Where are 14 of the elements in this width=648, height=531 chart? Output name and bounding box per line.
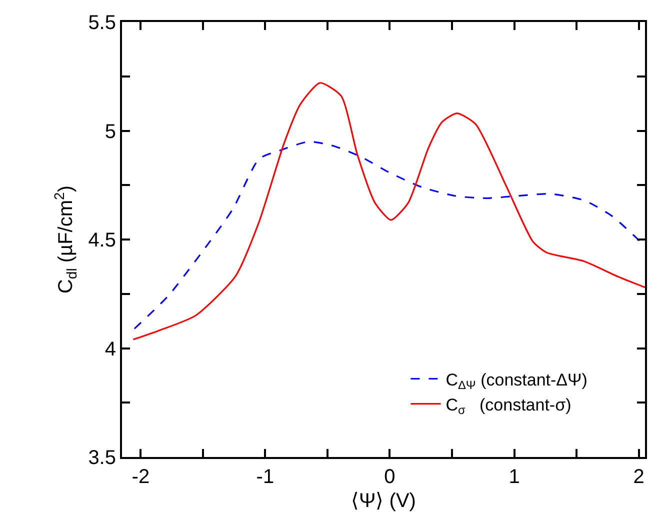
legend-label: C$_{ΔΨ}$ (constant-ΔΨ) (446, 370, 588, 392)
y-tick-label: 5.5 (88, 12, 116, 34)
x-tick-label: -2 (132, 466, 150, 488)
legend-label: C$_{σ}$ (constant-σ) (446, 395, 572, 418)
y-tick-label: 4.5 (88, 230, 116, 252)
y-tick-label: 5 (104, 120, 116, 143)
x-tick-label: 2 (633, 466, 644, 488)
x-tick-label: 1 (508, 466, 520, 488)
y-tick-label: 4 (104, 338, 116, 360)
x-axis-title: ⟨Ψ⟩ (V) (351, 490, 416, 512)
x-tick-label: -1 (256, 466, 274, 488)
y-tick-label: 3.5 (88, 447, 116, 469)
line-series (132, 82, 645, 340)
x-tick-label: 0 (384, 466, 396, 488)
